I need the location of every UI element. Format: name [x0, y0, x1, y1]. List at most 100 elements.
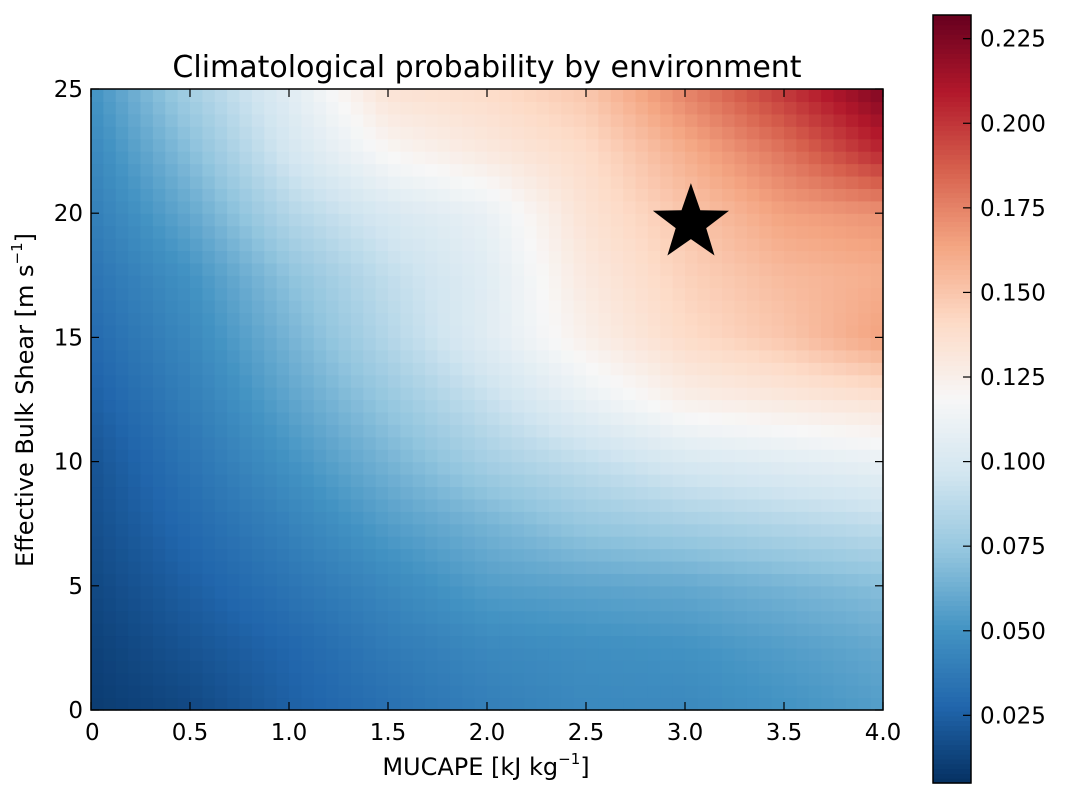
- heatmap-cell: [289, 287, 302, 301]
- heatmap-cell: [165, 585, 179, 599]
- heatmap-cell: [833, 238, 847, 252]
- heatmap-cell: [326, 312, 340, 326]
- heatmap-cell: [338, 225, 352, 239]
- heatmap-cell: [573, 225, 587, 239]
- heatmap-cell: [808, 399, 822, 413]
- colorbar-segment: [933, 274, 971, 280]
- heatmap-cell: [586, 238, 599, 252]
- heatmap-cell: [326, 486, 340, 500]
- heatmap-cell: [697, 312, 711, 326]
- heatmap-cell: [227, 598, 241, 612]
- heatmap-cell: [115, 598, 129, 612]
- heatmap-cell: [425, 585, 439, 599]
- heatmap-cell: [796, 138, 810, 152]
- heatmap-cell: [140, 660, 154, 674]
- heatmap-cell: [350, 362, 364, 376]
- heatmap-cell: [190, 200, 203, 214]
- heatmap-cell: [487, 548, 500, 562]
- heatmap-cell: [647, 461, 661, 475]
- heatmap-cell: [796, 536, 810, 550]
- heatmap-cell: [91, 523, 104, 537]
- heatmap-cell: [115, 324, 129, 338]
- heatmap-cell: [697, 151, 711, 165]
- heatmap-cell: [524, 349, 538, 363]
- heatmap-cell: [115, 163, 129, 177]
- heatmap-cell: [214, 101, 228, 115]
- heatmap-cell: [165, 238, 179, 252]
- heatmap-cell: [103, 411, 117, 425]
- heatmap-cell: [858, 113, 872, 127]
- heatmap-cell: [363, 461, 377, 475]
- heatmap-cell: [487, 324, 500, 338]
- heatmap-cell: [709, 113, 723, 127]
- heatmap-cell: [474, 175, 488, 189]
- heatmap-cell: [227, 225, 241, 239]
- heatmap-cell: [660, 312, 674, 326]
- heatmap-cell: [91, 113, 104, 127]
- heatmap-cell: [685, 250, 698, 264]
- heatmap-cell: [697, 573, 711, 587]
- heatmap-cell: [598, 560, 612, 574]
- heatmap-cell: [697, 449, 711, 463]
- heatmap-cell: [672, 474, 686, 488]
- heatmap-cell: [115, 151, 129, 165]
- heatmap-cell: [784, 163, 797, 177]
- heatmap-cell: [524, 560, 538, 574]
- heatmap-cell: [462, 461, 476, 475]
- heatmap-cell: [610, 449, 624, 463]
- heatmap-cell: [821, 461, 835, 475]
- colorbar-segment: [933, 471, 971, 477]
- heatmap-cell: [746, 486, 760, 500]
- colorbar-segment: [933, 235, 971, 242]
- heatmap-cell: [363, 151, 377, 165]
- heatmap-cell: [858, 163, 872, 177]
- heatmap-cell: [437, 362, 451, 376]
- colorbar-segment: [933, 687, 971, 693]
- heatmap-cell: [115, 275, 129, 289]
- colorbar-segment: [933, 82, 971, 88]
- heatmap-cell: [462, 498, 476, 512]
- heatmap-cell: [821, 424, 835, 438]
- heatmap-cell: [301, 250, 315, 264]
- heatmap-cell: [784, 548, 797, 562]
- heatmap-cell: [858, 511, 872, 525]
- heatmap-cell: [511, 163, 525, 177]
- heatmap-cell: [511, 424, 525, 438]
- heatmap-cell: [845, 511, 859, 525]
- heatmap-cell: [425, 126, 439, 140]
- heatmap-cell: [771, 362, 785, 376]
- heatmap-cell: [697, 324, 711, 338]
- heatmap-cell: [264, 573, 278, 587]
- heatmap-cell: [115, 498, 129, 512]
- heatmap-cell: [251, 262, 265, 276]
- heatmap-cell: [771, 511, 785, 525]
- heatmap-cell: [140, 250, 154, 264]
- colorbar-segment: [933, 615, 971, 621]
- heatmap-cell: [722, 411, 736, 425]
- heatmap-cell: [709, 523, 723, 537]
- heatmap-cell: [548, 548, 562, 562]
- heatmap-cell: [833, 287, 847, 301]
- heatmap-cell: [103, 362, 117, 376]
- heatmap-cell: [623, 474, 637, 488]
- heatmap-cell: [264, 399, 278, 413]
- heatmap-cell: [140, 225, 154, 239]
- x-axis-ticks: 0 0.5 1.0 1.5 2.0 2.5 3.0 3.5 4.0: [85, 89, 901, 746]
- heatmap-cell: [771, 324, 785, 338]
- heatmap-cell: [536, 411, 550, 425]
- heatmap-cell: [140, 647, 154, 661]
- heatmap-cell: [128, 411, 142, 425]
- heatmap-cell: [623, 200, 637, 214]
- heatmap-cell: [338, 101, 352, 115]
- heatmap-cell: [808, 238, 822, 252]
- heatmap-cell: [586, 362, 599, 376]
- heatmap-cell: [697, 436, 711, 450]
- heatmap-cell: [190, 560, 203, 574]
- heatmap-cell: [177, 349, 191, 363]
- heatmap-cell: [784, 672, 797, 686]
- heatmap-cell: [350, 374, 364, 388]
- colorbar-segment: [933, 322, 971, 328]
- heatmap-cell: [833, 200, 847, 214]
- heatmap-cell: [276, 548, 290, 562]
- heatmap-cell: [276, 101, 290, 115]
